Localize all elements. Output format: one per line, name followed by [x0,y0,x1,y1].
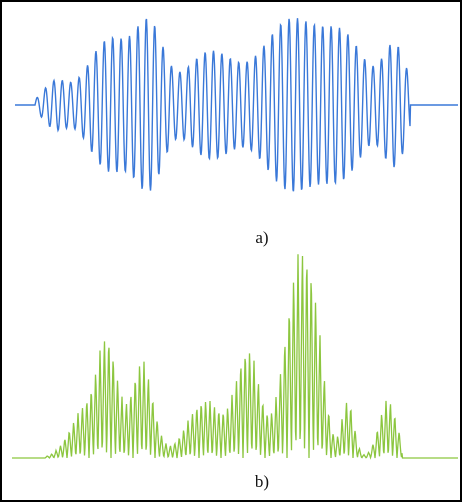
panel-label: a) [255,228,268,247]
panel-label: b) [255,472,269,491]
waveform-envelope [12,254,458,460]
waveform-signal [15,18,458,192]
